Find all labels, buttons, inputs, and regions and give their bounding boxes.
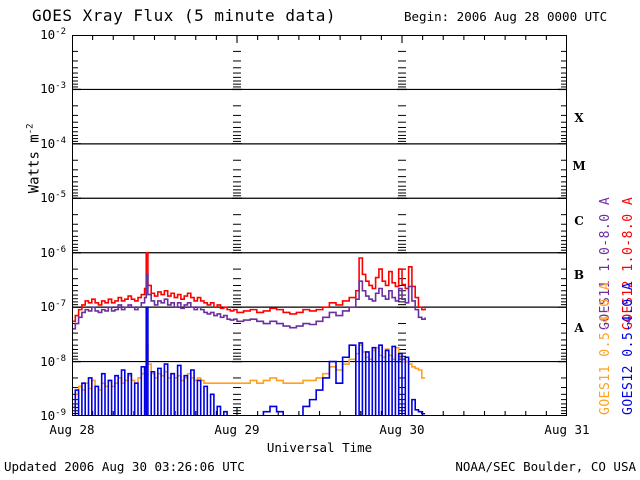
y-tick-label: 10-6 [40, 244, 66, 260]
begin-time-label: Begin: 2006 Aug 28 0000 UTC [404, 9, 608, 24]
flare-class-m: M [572, 159, 586, 173]
x-tick-label: Aug 31 [544, 422, 590, 437]
y-tick-label: 10-7 [40, 299, 66, 315]
updated-timestamp: Updated 2006 Aug 30 03:26:06 UTC [4, 459, 245, 474]
x-tick-label: Aug 30 [379, 422, 425, 437]
y-tick-label: 10-9 [40, 408, 66, 424]
x-tick-label: Aug 28 [49, 422, 95, 437]
flare-class-b: B [573, 268, 585, 282]
flare-class-c: C [574, 214, 584, 228]
flare-class-a: A [574, 321, 584, 335]
y-tick-label: 10-3 [40, 81, 66, 97]
y-tick-label: 10-2 [40, 27, 66, 43]
y-axis-title-exponent: -2 [25, 123, 36, 135]
y-tick-label: 10-8 [40, 353, 66, 369]
source-credit: NOAA/SEC Boulder, CO USA [455, 459, 636, 474]
chart-plot-area [72, 35, 567, 416]
x-axis-title: Universal Time [266, 440, 373, 455]
y-tick-label: 10-4 [40, 135, 66, 151]
chart-title: GOES Xray Flux (5 minute data) [32, 6, 336, 25]
legend-goes12-short: GOES12 0.5-4.0 A [621, 281, 636, 415]
x-tick-label: Aug 29 [214, 422, 260, 437]
y-tick-label: 10-5 [40, 190, 66, 206]
gridlines [72, 88, 567, 363]
legend-goes11-short: GOES11 0.5-4.0 A [598, 281, 613, 415]
data-series-group [72, 251, 426, 416]
flare-class-x: X [574, 111, 584, 125]
